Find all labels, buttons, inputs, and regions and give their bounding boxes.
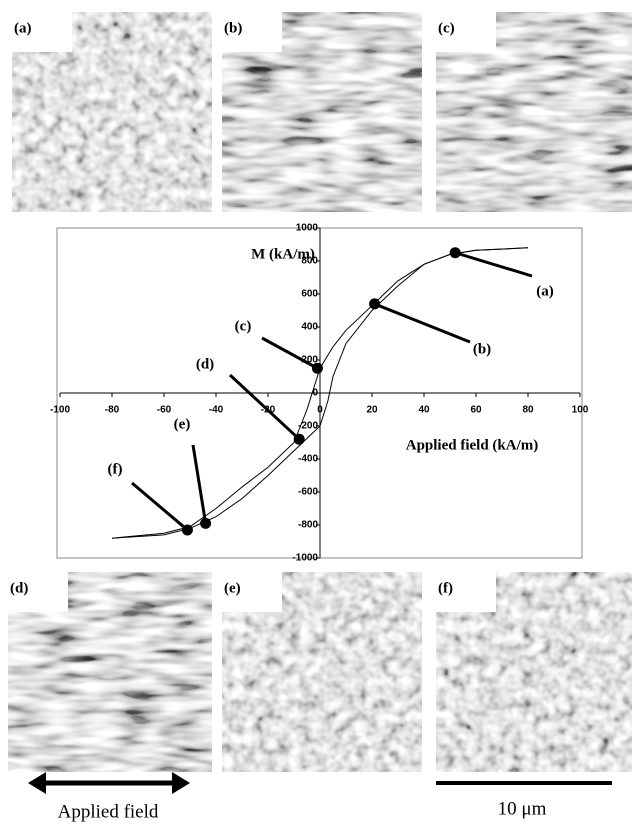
leader-line <box>375 304 470 342</box>
panel-label: (b) <box>224 20 242 36</box>
x-tick-label: 0 <box>317 405 323 416</box>
x-tick-label: 60 <box>470 405 482 416</box>
point-label: (b) <box>473 341 491 357</box>
x-tick-label: 20 <box>366 405 378 416</box>
leader-line <box>262 338 317 368</box>
point-label: (f) <box>108 461 123 477</box>
point-label: (c) <box>235 318 252 334</box>
figure: Applied field 10 μm (a) (b) (c) (d) (e) (f) -1… <box>0 0 636 830</box>
x-tick-label: -60 <box>157 405 172 416</box>
state-marker <box>294 434 305 445</box>
panel-label: (e) <box>224 580 241 596</box>
y-tick-label: -600 <box>298 487 318 498</box>
x-tick-label: 100 <box>572 405 589 416</box>
leader-line <box>132 483 187 530</box>
leader-line <box>193 445 206 523</box>
panel-label: (c) <box>438 20 455 36</box>
scale-bar-label: 10 μm <box>498 798 547 819</box>
y-tick-label: -1000 <box>292 553 318 564</box>
x-tick-label: -100 <box>50 405 70 416</box>
arrow-label: Applied field <box>58 801 159 822</box>
y-tick-label: 600 <box>301 289 318 300</box>
panel-label: (d) <box>10 580 28 596</box>
point-label: (d) <box>196 356 214 372</box>
state-marker <box>182 524 193 535</box>
leader-line <box>230 375 299 439</box>
y-axis-label: M (kA/m) <box>251 246 315 262</box>
panel-label: (a) <box>14 20 32 36</box>
panel-label: (f) <box>438 580 453 596</box>
point-label: (a) <box>536 283 554 299</box>
arrow-head <box>172 772 190 794</box>
state-marker <box>369 298 380 309</box>
x-axis-label: Applied field (kA/m) <box>406 437 539 453</box>
leader-line <box>455 253 532 276</box>
state-marker <box>312 363 323 374</box>
y-tick-label: -800 <box>298 520 318 531</box>
arrow-head <box>28 772 46 794</box>
y-tick-label: -400 <box>298 454 318 465</box>
y-tick-label: 400 <box>301 322 318 333</box>
x-tick-label: 80 <box>522 405 534 416</box>
state-marker <box>200 518 211 529</box>
x-tick-label: -40 <box>209 405 224 416</box>
state-marker <box>450 247 461 258</box>
x-tick-label: 40 <box>418 405 430 416</box>
point-label: (e) <box>174 416 191 432</box>
y-tick-label: 1000 <box>296 223 319 234</box>
x-tick-label: -80 <box>105 405 120 416</box>
